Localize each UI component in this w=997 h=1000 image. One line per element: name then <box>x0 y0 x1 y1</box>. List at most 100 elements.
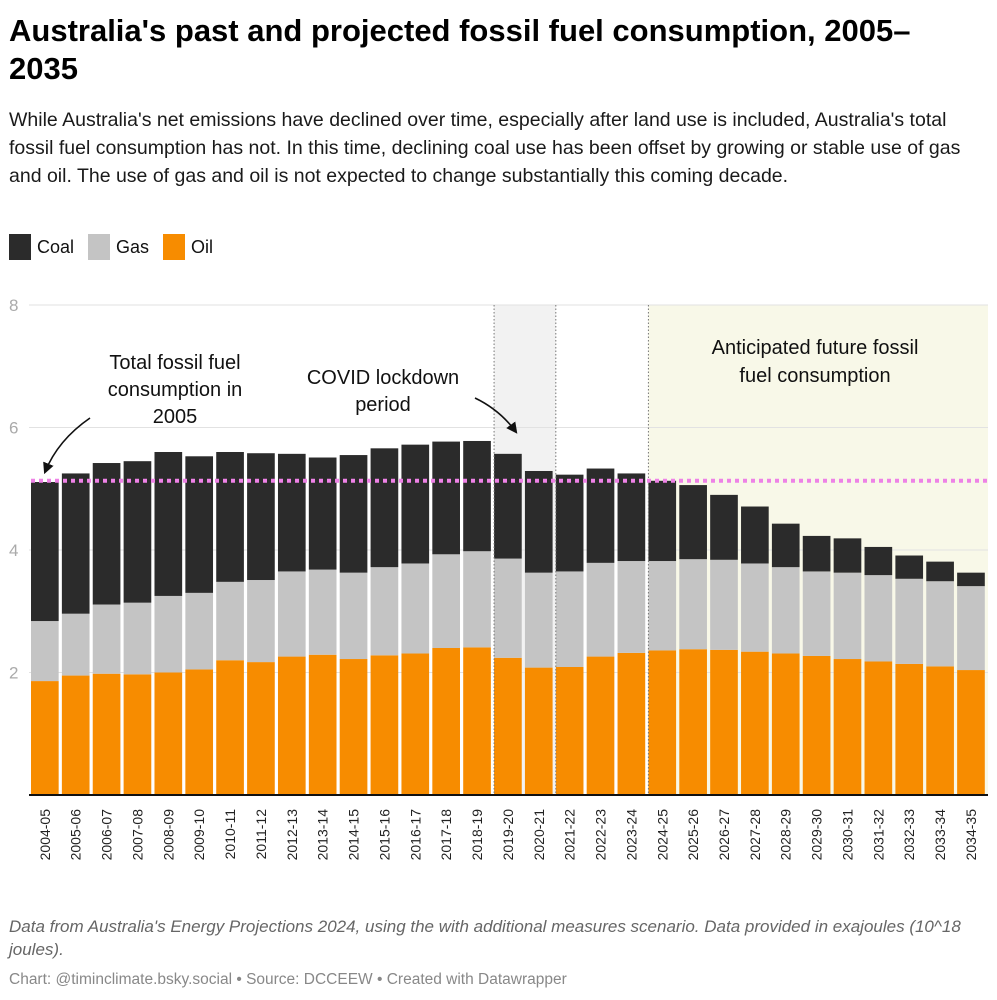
bar-segment-oil <box>555 666 584 795</box>
bar-segment-coal <box>92 463 121 605</box>
bar-segment-gas <box>370 567 399 656</box>
x-tick-label: 2027-28 <box>747 809 763 861</box>
bar-segment-oil <box>61 675 90 795</box>
bar-segment-oil <box>741 651 769 795</box>
annotation-future-line: Anticipated future fossil <box>712 337 919 359</box>
chart-title: Australia's past and projected fossil fu… <box>9 13 911 86</box>
x-tick-label: 2023-24 <box>623 809 639 861</box>
bar-segment-coal <box>864 546 893 576</box>
bar-segment-gas <box>31 621 59 682</box>
x-tick-label: 2028-29 <box>778 809 794 861</box>
x-tick-label: 2025-26 <box>685 809 701 861</box>
bar-segment-gas <box>555 571 584 667</box>
y-tick-label: 2 <box>9 664 18 683</box>
bar-segment-coal <box>555 474 584 572</box>
bar-segment-oil <box>154 672 183 795</box>
x-tick-label: 2012-13 <box>284 809 300 861</box>
bar-segment-gas <box>864 575 893 662</box>
x-tick-label: 2032-33 <box>901 809 917 861</box>
bar-segment-oil <box>710 649 738 795</box>
y-tick-label: 4 <box>9 541 18 560</box>
x-tick-label: 2024-25 <box>654 809 670 861</box>
annotation-arrow <box>43 417 91 475</box>
bar-segment-oil <box>401 653 430 795</box>
x-tick-label: 2019-20 <box>500 809 516 861</box>
bar-segment-gas <box>123 602 152 675</box>
bar-segment-gas <box>586 562 615 657</box>
bar-segment-gas <box>648 561 677 651</box>
bar-segment-coal <box>339 455 368 573</box>
legend: Coal Gas Oil <box>9 234 213 260</box>
x-tick-label: 2014-15 <box>346 809 362 861</box>
bar-segment-coal <box>370 448 399 568</box>
bar-segment-coal <box>926 561 954 582</box>
bar-segment-oil <box>339 659 368 795</box>
bar-segment-gas <box>679 559 707 650</box>
bar-segment-gas <box>277 571 306 657</box>
bar-segment-coal <box>31 482 59 622</box>
x-tick-label: 2004-05 <box>37 809 53 861</box>
x-tick-label: 2010-11 <box>222 809 238 860</box>
x-tick-label: 2022-23 <box>593 809 609 861</box>
legend-label: Gas <box>116 236 150 257</box>
bar-segment-coal <box>216 452 244 582</box>
bar-segment-coal <box>679 485 707 560</box>
legend-swatch <box>88 234 111 260</box>
bar-segment-gas <box>61 613 90 676</box>
bar-segment-gas <box>524 572 553 668</box>
bar-segment-gas <box>926 581 954 667</box>
x-tick-label: 2030-31 <box>839 809 855 861</box>
legend-item-gas: Gas <box>88 234 149 260</box>
bar-segment-oil <box>802 655 831 795</box>
bar-segment-oil <box>92 673 121 795</box>
x-tick-label: 2009-10 <box>191 809 207 861</box>
bar-segment-gas <box>432 554 460 648</box>
legend-item-coal: Coal <box>9 234 74 260</box>
bar-segment-coal <box>277 453 306 572</box>
x-tick-label: 2018-19 <box>469 809 485 861</box>
legend-item-oil: Oil <box>163 234 213 260</box>
bar-segment-gas <box>741 563 769 652</box>
annotation-covid-line: COVID lockdown <box>307 367 459 389</box>
annotation-future-line: fuel consumption <box>739 365 890 387</box>
bar-segment-gas <box>401 563 430 654</box>
bar-segment-gas <box>216 581 244 661</box>
bar-segment-coal <box>741 506 769 564</box>
bar-segment-coal <box>802 535 831 572</box>
legend-swatch <box>9 234 31 260</box>
bar-segment-gas <box>895 578 924 664</box>
x-tick-label: 2006-07 <box>99 809 115 861</box>
bar-segment-oil <box>494 657 522 795</box>
x-tick-label: 2033-34 <box>932 809 948 861</box>
bar-segment-gas <box>617 561 646 653</box>
bar-segment-gas <box>185 592 214 670</box>
bar-segment-oil <box>370 655 399 795</box>
chart-subtitle: While Australia's net emissions have dec… <box>9 109 961 187</box>
annotation-baseline-line: Total fossil fuel <box>109 352 240 374</box>
bar-segment-gas <box>494 558 522 658</box>
bar-segment-oil <box>586 656 615 795</box>
bar-segment-gas <box>802 571 831 656</box>
bar-segment-gas <box>339 572 368 660</box>
x-tick-label: 2007-08 <box>129 809 145 861</box>
bar-segment-coal <box>648 480 677 562</box>
x-tick-label: 2017-18 <box>438 809 454 861</box>
bar-segment-oil <box>247 662 275 795</box>
x-tick-label: 2016-17 <box>407 809 423 861</box>
bar-segment-coal <box>432 441 460 555</box>
bar-segment-gas <box>92 604 121 674</box>
bar-segment-gas <box>710 559 738 650</box>
x-tick-label: 2013-14 <box>315 809 331 861</box>
bar-segment-oil <box>771 653 800 795</box>
bar-segment-oil <box>123 674 152 795</box>
x-tick-label: 2029-30 <box>809 809 825 861</box>
bar-segment-oil <box>648 650 677 795</box>
bar-segment-gas <box>463 551 491 648</box>
bar-segment-coal <box>463 440 491 552</box>
annotation-baseline-line: 2005 <box>153 406 198 428</box>
bar-segment-oil <box>463 647 491 795</box>
y-tick-label: 8 <box>9 296 18 315</box>
bar-segment-oil <box>926 666 954 795</box>
bar-segment-gas <box>957 586 985 671</box>
bar-segment-coal <box>247 453 275 581</box>
